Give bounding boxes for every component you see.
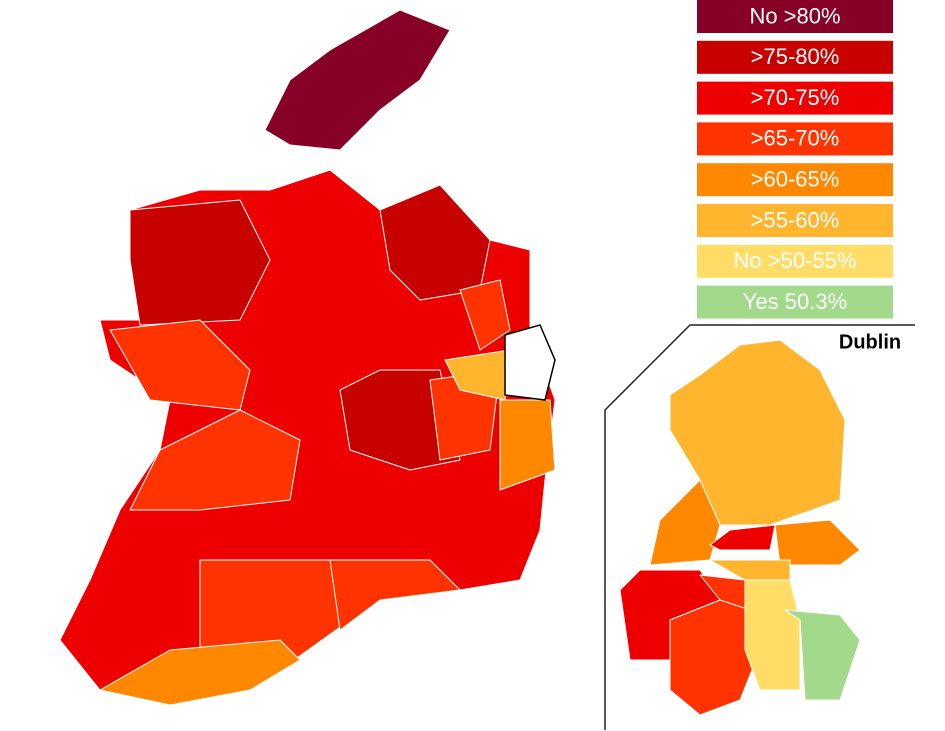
legend: No >80% >75-80% >70-75% >65-70% >60-65% >55-6… [697,0,893,319]
region [329,559,461,631]
legend-swatch [697,204,893,237]
legend-label: >60-65% [751,167,840,192]
legend-label: >70-75% [751,85,840,110]
legend-swatch [697,285,893,319]
region [99,639,301,706]
legend-swatch [697,0,893,33]
region [444,349,511,401]
legend-label: >55-60% [751,207,840,232]
region [499,399,556,491]
region [774,519,861,566]
dublin-inset: Dublin [604,324,915,730]
legend-label: No >80% [749,3,840,28]
region [784,609,861,701]
region [129,409,301,511]
legend-label: >65-70% [751,126,840,151]
legend-label: Yes 50.3% [743,289,847,314]
region [669,599,761,716]
legend-swatch [697,244,893,278]
legend-swatch [697,122,893,156]
legend-swatch [697,40,893,74]
region [109,319,251,411]
region [264,9,451,151]
dublin-region [504,324,556,401]
ireland-map [59,9,556,706]
region [709,524,776,551]
legend-label: No >50-55% [734,248,857,273]
legend-swatch [697,163,893,197]
region [459,279,511,351]
region [129,199,271,326]
inset-frame [604,324,915,730]
region [669,339,846,526]
region [199,559,351,671]
region [339,369,461,471]
inset-title: Dublin [839,331,901,353]
legend-label: >75-80% [751,44,840,69]
region [744,579,801,691]
legend-swatch [697,81,893,115]
